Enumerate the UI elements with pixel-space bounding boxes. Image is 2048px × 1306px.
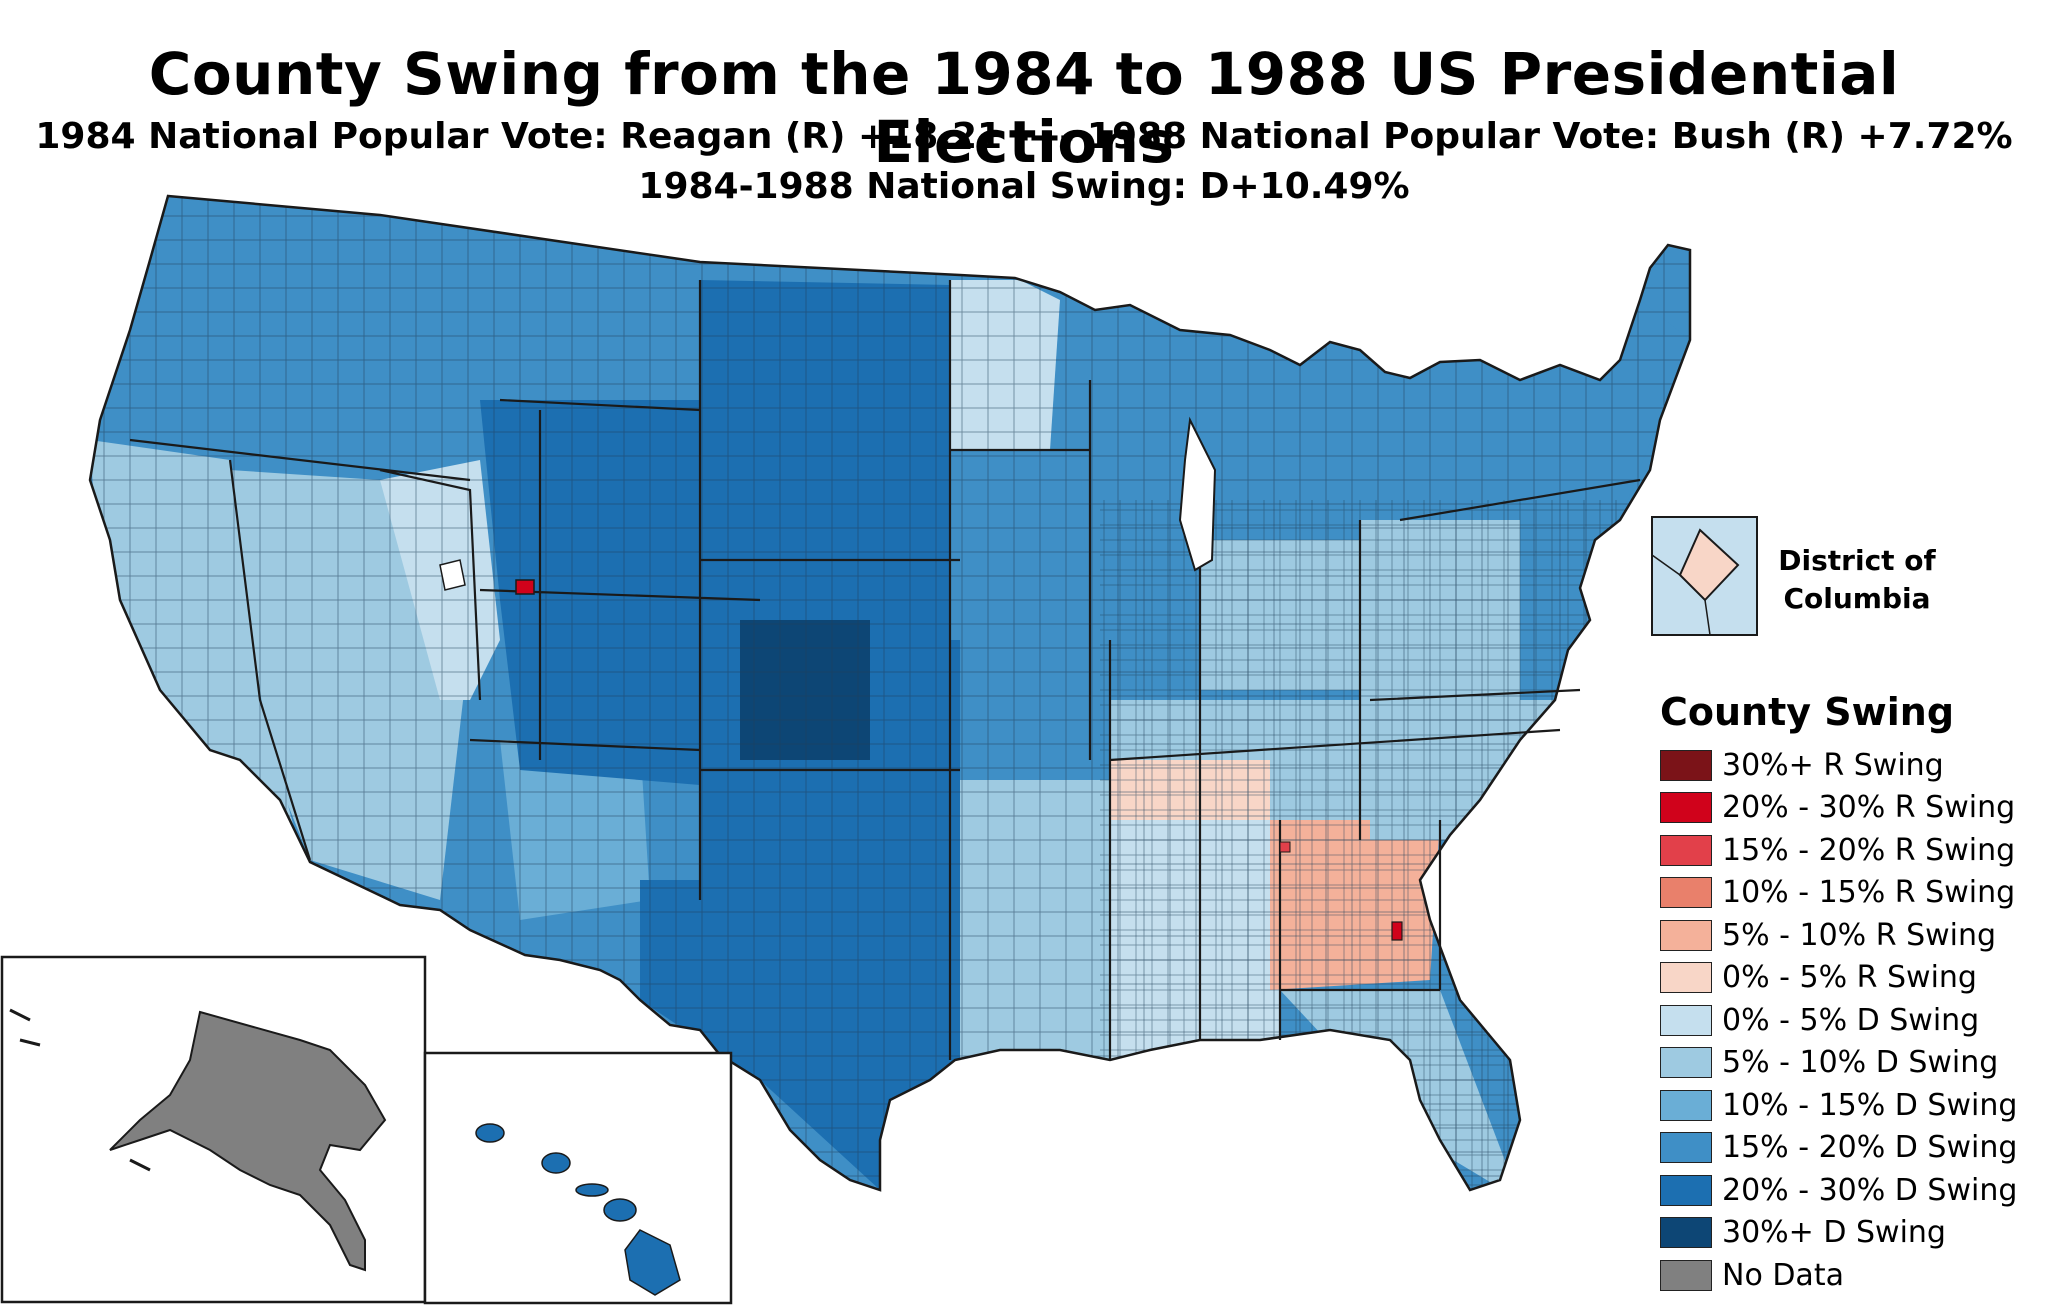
hawaii-big-island [624, 1229, 681, 1296]
legend-item: 0% - 5% D Swing [1660, 999, 2040, 1042]
legend-label: 20% - 30% D Swing [1722, 1172, 2018, 1208]
legend-label: 5% - 10% R Swing [1722, 917, 1997, 953]
legend-item: 30%+ D Swing [1660, 1212, 2040, 1255]
us-outline [88, 194, 1692, 1192]
legend-swatch [1660, 749, 1712, 781]
county-wyoming-r-swing [515, 579, 535, 595]
legend-item: 5% - 10% D Swing [1660, 1042, 2040, 1085]
lake-michigan [1178, 416, 1217, 572]
legend-swatch [1660, 1259, 1712, 1291]
legend-label: 0% - 5% D Swing [1722, 1002, 1980, 1038]
county-georgia-r-swing-2 [1279, 841, 1291, 853]
county-boundaries-east [1100, 500, 1690, 1190]
legend-label: 0% - 5% R Swing [1722, 960, 1977, 996]
legend-item: 15% - 20% R Swing [1660, 829, 2040, 872]
legend-swatch [1660, 792, 1712, 824]
legend-item: 5% - 10% R Swing [1660, 914, 2040, 957]
legend-swatch [1660, 1004, 1712, 1036]
hawaii-maui [603, 1198, 637, 1222]
legend-item: 15% - 20% D Swing [1660, 1127, 2040, 1170]
legend: County Swing 30%+ R Swing 20% - 30% R Swi… [1660, 690, 2040, 1297]
county-georgia-r-swing [1391, 921, 1403, 941]
legend-swatch [1660, 1174, 1712, 1206]
alaska-inset [0, 955, 427, 1304]
legend-swatch [1660, 1047, 1712, 1079]
legend-label: 5% - 10% D Swing [1722, 1045, 1999, 1081]
legend-label: 30%+ D Swing [1722, 1215, 1946, 1251]
legend-swatch [1660, 1217, 1712, 1249]
legend-items: 30%+ R Swing 20% - 30% R Swing 15% - 20% R… [1660, 744, 2040, 1297]
legend-label: 15% - 20% D Swing [1722, 1130, 2018, 1166]
legend-label: 15% - 20% R Swing [1722, 832, 2016, 868]
hawaii-inset-frame [423, 1051, 733, 1305]
legend-title: County Swing [1660, 690, 1955, 734]
legend-item: 30%+ R Swing [1660, 744, 2040, 787]
alaska-islands [9, 1008, 151, 1172]
map-subtitle-popular-vote: 1984 National Popular Vote: Reagan (R) +… [35, 116, 2013, 157]
alaska-no-data [109, 1010, 387, 1272]
legend-swatch [1660, 877, 1712, 909]
hawaii-inset [423, 1051, 733, 1305]
dc-inset [1651, 516, 1758, 636]
state-boundaries [129, 280, 1641, 1060]
legend-label: 10% - 15% D Swing [1722, 1087, 2018, 1123]
legend-item: 0% - 5% R Swing [1660, 957, 2040, 1000]
great-salt-lake [439, 559, 466, 591]
legend-label: 30%+ R Swing [1722, 747, 1944, 783]
hawaii-oahu [541, 1152, 571, 1174]
legend-swatch [1660, 1089, 1712, 1121]
dc-inset-label: District of Columbia [1778, 544, 1936, 615]
legend-swatch [1660, 919, 1712, 951]
legend-swatch [1660, 962, 1712, 994]
map-subtitle-national-swing: 1984-1988 National Swing: D+10.49% [638, 166, 1410, 207]
legend-item: No Data [1660, 1254, 2040, 1297]
legend-label: 20% - 30% R Swing [1722, 790, 2016, 826]
legend-item: 10% - 15% D Swing [1660, 1084, 2040, 1127]
legend-item: 20% - 30% R Swing [1660, 787, 2040, 830]
hawaii-kauai [475, 1123, 505, 1143]
legend-item: 20% - 30% D Swing [1660, 1169, 2040, 1212]
legend-label: 10% - 15% R Swing [1722, 875, 2016, 911]
hawaii-molokai [575, 1183, 609, 1197]
legend-swatch [1660, 1132, 1712, 1164]
legend-item: 10% - 15% R Swing [1660, 872, 2040, 915]
dc-river [1651, 554, 1711, 636]
legend-label: No Data [1722, 1257, 1844, 1293]
map-title: County Swing from the 1984 to 1988 US Pr… [148, 40, 1900, 176]
legend-swatch [1660, 834, 1712, 866]
